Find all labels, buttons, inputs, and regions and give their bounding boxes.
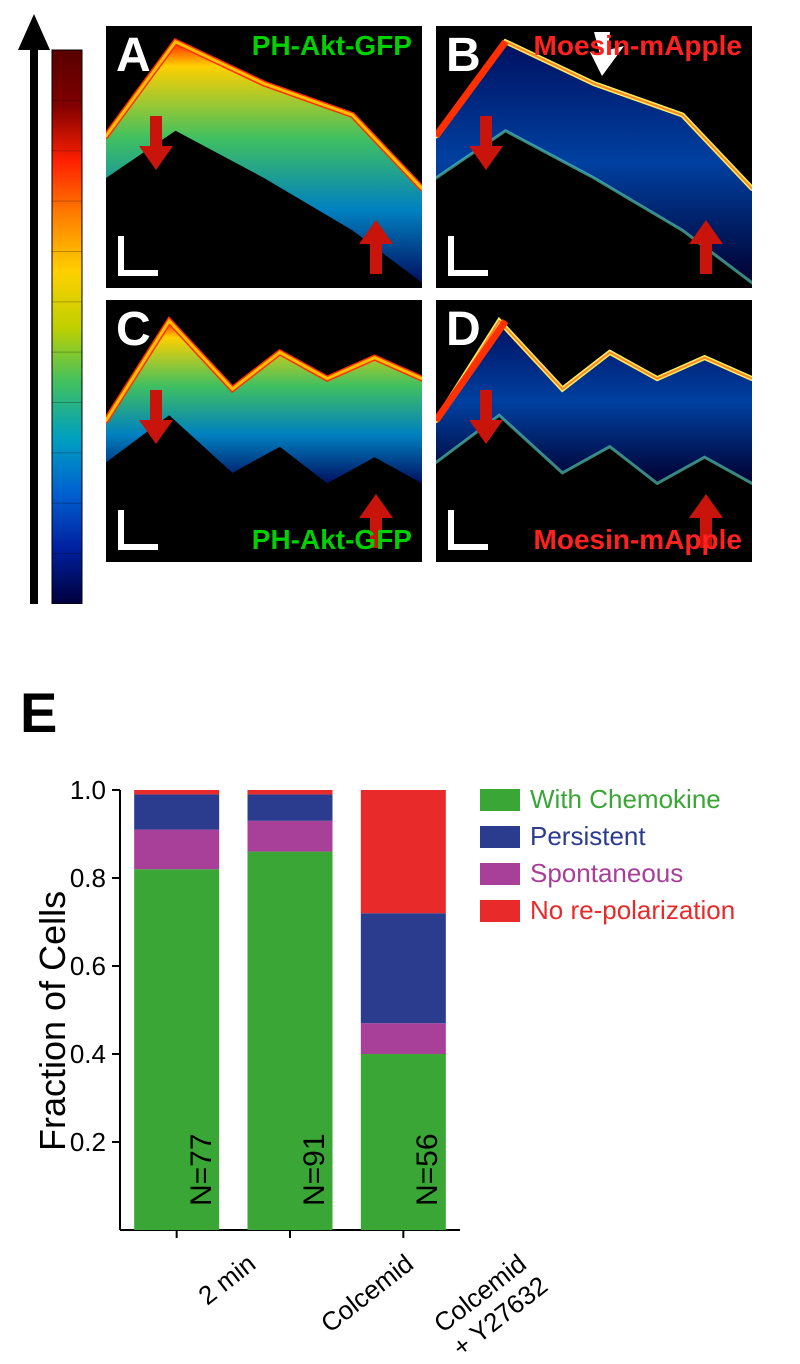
microscopy-panel-a: A PH-Akt-GFP xyxy=(106,26,422,288)
legend-item-with_chemokine: With Chemokine xyxy=(480,784,735,815)
scale-bar-horizontal xyxy=(448,544,488,550)
panel-label-c: PH-Akt-GFP xyxy=(252,524,412,556)
panel-label-d: Moesin-mApple xyxy=(534,524,742,556)
legend-item-spontaneous: Spontaneous xyxy=(480,858,735,889)
red-arrow-down xyxy=(139,390,173,444)
n-label: N=77 xyxy=(185,1133,219,1206)
panel-letter-b: B xyxy=(446,28,481,83)
red-arrow-down xyxy=(469,390,503,444)
scale-bar-horizontal xyxy=(118,544,158,550)
svg-text:1.0: 1.0 xyxy=(70,775,106,805)
scale-bar-horizontal xyxy=(118,270,158,276)
legend-text: With Chemokine xyxy=(530,784,721,815)
svg-text:0.8: 0.8 xyxy=(70,863,106,893)
n-label: N=91 xyxy=(298,1133,332,1206)
red-arrow-down xyxy=(469,116,503,170)
legend-swatch xyxy=(480,863,520,885)
legend-swatch xyxy=(480,900,520,922)
red-arrow-up xyxy=(359,220,393,274)
legend-item-no_repolarization: No re-polarization xyxy=(480,895,735,926)
intensity-colorbar xyxy=(18,14,86,604)
legend-item-persistent: Persistent xyxy=(480,821,735,852)
panel-letter-a: A xyxy=(116,28,151,83)
panel-letter-e: E xyxy=(20,680,57,745)
svg-text:0.4: 0.4 xyxy=(70,1039,106,1069)
legend-text: Persistent xyxy=(530,821,646,852)
red-arrow-up xyxy=(689,220,723,274)
svg-text:0.6: 0.6 xyxy=(70,951,106,981)
panel-label-a: PH-Akt-GFP xyxy=(252,30,412,62)
legend-swatch xyxy=(480,789,520,811)
fraction-chart: 0.2 0.4 0.6 0.8 1.0 xyxy=(70,770,470,1250)
panel-letter-c: C xyxy=(116,302,151,357)
chart-legend: With Chemokine Persistent Spontaneous No re… xyxy=(480,784,735,932)
y-axis-label: Fraction of Cells xyxy=(32,891,74,1151)
microscopy-panel-d: D Moesin-mApple xyxy=(436,300,752,562)
legend-swatch xyxy=(480,826,520,848)
scale-bar-horizontal xyxy=(448,270,488,276)
legend-text: No re-polarization xyxy=(530,895,735,926)
panel-letter-d: D xyxy=(446,302,481,357)
svg-text:0.2: 0.2 xyxy=(70,1127,106,1157)
microscopy-panel-c: C PH-Akt-GFP xyxy=(106,300,422,562)
panel-label-b: Moesin-mApple xyxy=(534,30,742,62)
n-label: N=56 xyxy=(411,1133,445,1206)
red-arrow-down xyxy=(139,116,173,170)
legend-text: Spontaneous xyxy=(530,858,683,889)
microscopy-panel-b: B Moesin-mApple xyxy=(436,26,752,288)
